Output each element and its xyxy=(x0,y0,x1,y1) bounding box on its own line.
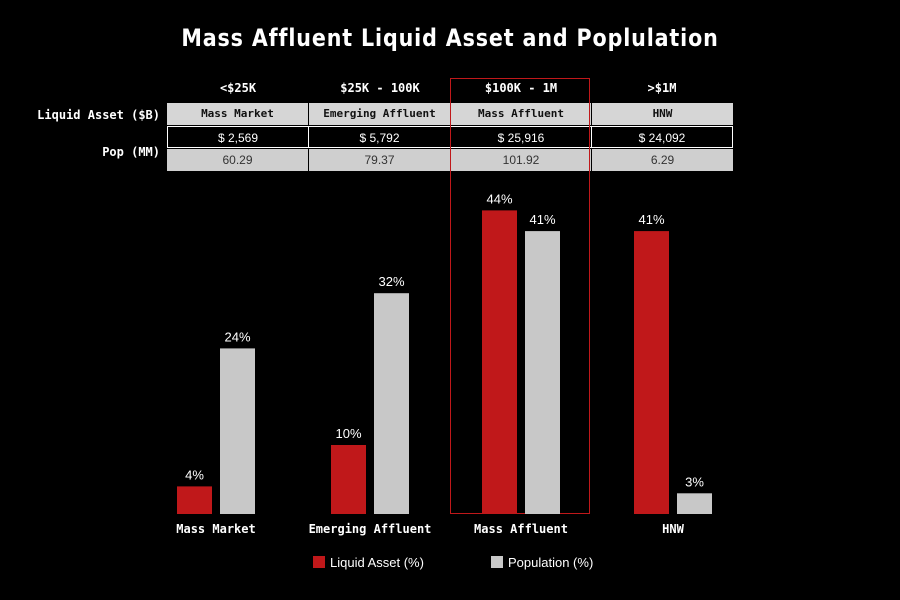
asset-cell-hnw: $ 24,092 xyxy=(591,126,733,148)
data-label-population-mass-affluent: 41% xyxy=(529,212,555,227)
data-label-population-hnw: 3% xyxy=(685,474,704,489)
column-header-over-1m: >$1M xyxy=(647,81,677,95)
column-header-under-25k: <$25K xyxy=(219,81,257,95)
legend-label-population: Population (%) xyxy=(508,555,594,570)
category-label-hnw: HNW xyxy=(662,522,684,536)
legend-item-liquid-asset: Liquid Asset (%) xyxy=(313,554,424,572)
segment-cell-mass-affluent: Mass Affluent xyxy=(451,103,591,125)
asset-cell-mass-market: $ 2,569 xyxy=(167,126,309,148)
column-header-100k-1m: $100K - 1M xyxy=(484,81,558,95)
chart-title: Mass Affluent Liquid Asset and Poplulati… xyxy=(181,24,719,52)
bar-liquid-asset-hnw xyxy=(634,231,669,514)
bar-population-hnw xyxy=(677,493,712,514)
legend-swatch-population xyxy=(491,556,503,568)
category-label-emerging-affluent: Emerging Affluent xyxy=(309,522,432,536)
segment-cell-emerging-affluent: Emerging Affluent xyxy=(309,103,450,125)
pop-cell-mass-affluent: 101.92 xyxy=(451,149,591,171)
category-label-mass-market: Mass Market xyxy=(176,522,255,536)
data-label-population-mass-market: 24% xyxy=(224,329,250,344)
category-label-mass-affluent: Mass Affluent xyxy=(474,522,568,536)
data-label-liquid-asset-mass-market: 4% xyxy=(185,467,204,482)
data-label-liquid-asset-emerging-affluent: 10% xyxy=(335,426,361,441)
legend-item-population: Population (%) xyxy=(491,554,593,572)
segment-cell-hnw: HNW xyxy=(592,103,733,125)
bar-population-emerging-affluent xyxy=(374,293,409,514)
pop-cell-mass-market: 60.29 xyxy=(167,149,308,171)
bar-liquid-asset-emerging-affluent xyxy=(331,445,366,514)
row-label-liquid-asset: Liquid Asset ($B) xyxy=(37,108,160,122)
asset-cell-emerging-affluent: $ 5,792 xyxy=(308,126,451,148)
data-label-liquid-asset-hnw: 41% xyxy=(638,212,664,227)
data-label-liquid-asset-mass-affluent: 44% xyxy=(486,191,512,206)
segment-cell-mass-market: Mass Market xyxy=(167,103,308,125)
bar-population-mass-affluent xyxy=(525,231,560,514)
bar-population-mass-market xyxy=(220,348,255,514)
bar-liquid-asset-mass-affluent xyxy=(482,210,517,514)
legend-swatch-liquid-asset xyxy=(313,556,325,568)
column-header-25k-100k: $25K - 100K xyxy=(340,81,420,95)
data-label-population-emerging-affluent: 32% xyxy=(378,274,404,289)
legend-label-liquid-asset: Liquid Asset (%) xyxy=(330,555,424,570)
pop-cell-hnw: 6.29 xyxy=(592,149,733,171)
bar-liquid-asset-mass-market xyxy=(177,486,212,514)
pop-cell-emerging-affluent: 79.37 xyxy=(309,149,450,171)
mass-affluent-highlight-box xyxy=(450,78,590,514)
row-label-population: Pop (MM) xyxy=(102,145,160,159)
